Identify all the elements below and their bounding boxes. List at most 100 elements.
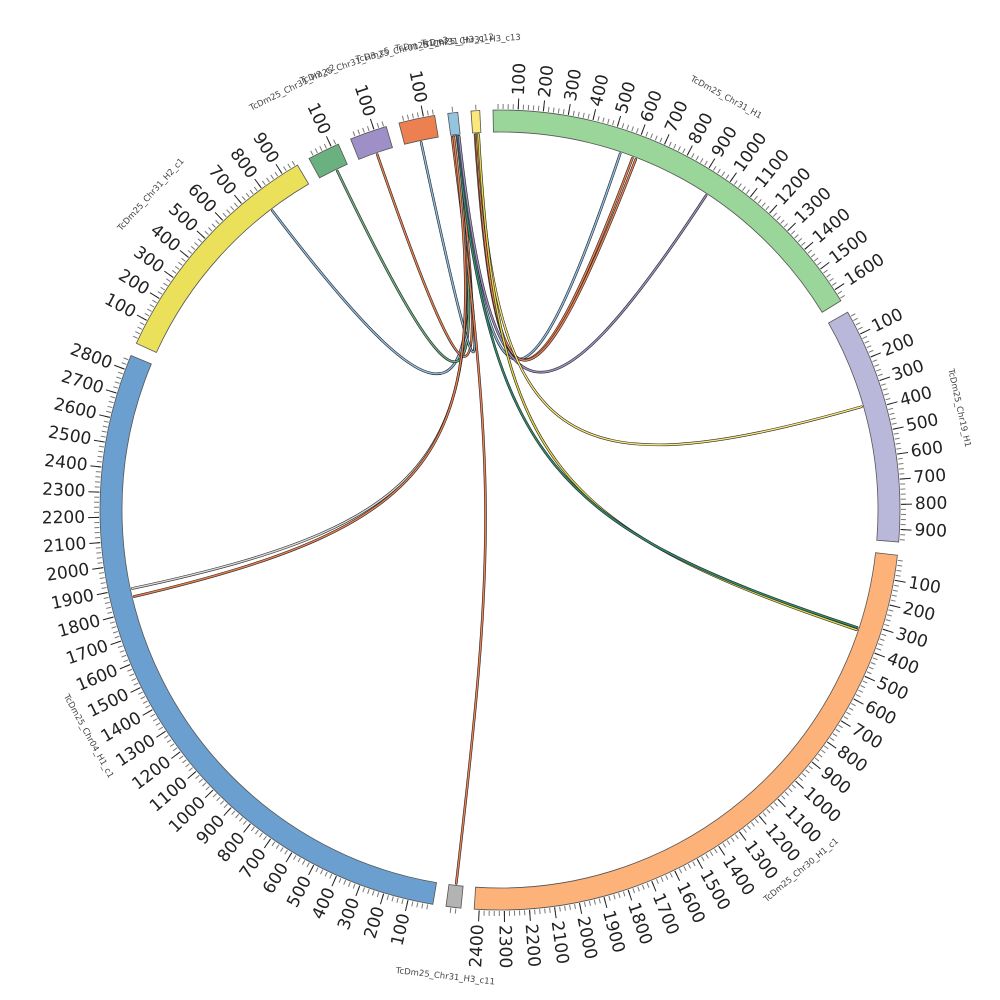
major-tick bbox=[651, 880, 657, 892]
minor-tick bbox=[208, 227, 213, 232]
major-tick bbox=[93, 439, 105, 443]
minor-tick bbox=[582, 112, 585, 118]
minor-tick bbox=[788, 788, 793, 793]
major-tick bbox=[886, 401, 898, 406]
minor-tick bbox=[885, 619, 891, 622]
minor-tick bbox=[831, 282, 837, 286]
minor-tick bbox=[323, 143, 327, 149]
major-tick bbox=[142, 709, 153, 716]
tick-label: 400 bbox=[308, 885, 340, 923]
minor-tick bbox=[695, 155, 699, 161]
tick-label: 100 bbox=[509, 63, 530, 96]
minor-tick bbox=[367, 126, 370, 132]
minor-tick bbox=[367, 888, 370, 894]
minor-tick bbox=[862, 335, 868, 339]
major-tick bbox=[529, 909, 531, 921]
minor-tick bbox=[650, 133, 653, 139]
minor-tick bbox=[431, 109, 434, 115]
minor-tick bbox=[668, 141, 672, 147]
major-tick bbox=[130, 687, 141, 693]
minor-tick bbox=[669, 872, 673, 878]
minor-tick bbox=[158, 726, 164, 731]
minor-tick bbox=[96, 460, 102, 463]
minor-tick bbox=[185, 763, 190, 768]
major-tick bbox=[674, 870, 681, 881]
minor-tick bbox=[280, 847, 284, 852]
minor-tick bbox=[376, 122, 380, 128]
minor-tick bbox=[129, 673, 135, 677]
minor-tick bbox=[659, 137, 663, 143]
tick-label: 300 bbox=[561, 67, 586, 102]
major-tick bbox=[325, 136, 332, 147]
segment-label: TcDm25_Chr31_H3_c13 bbox=[420, 33, 521, 49]
minor-tick bbox=[152, 299, 157, 304]
minor-tick bbox=[266, 177, 270, 183]
minor-tick bbox=[297, 857, 301, 863]
minor-tick bbox=[204, 230, 209, 236]
major-tick bbox=[243, 823, 251, 833]
minor-tick bbox=[814, 257, 819, 262]
minor-tick bbox=[598, 898, 601, 904]
segment-tcdm25-chr19-h1 bbox=[827, 311, 901, 543]
minor-tick bbox=[114, 381, 120, 384]
minor-tick bbox=[138, 691, 143, 695]
minor-tick bbox=[114, 635, 120, 639]
minor-tick bbox=[106, 410, 112, 413]
minor-tick bbox=[108, 400, 114, 404]
tick-label: 2100 bbox=[42, 534, 87, 557]
minor-tick bbox=[352, 131, 356, 137]
minor-tick bbox=[411, 113, 414, 119]
minor-tick bbox=[574, 903, 576, 910]
tick-label: 400 bbox=[587, 72, 614, 108]
major-tick bbox=[92, 567, 104, 570]
major-tick bbox=[708, 158, 716, 169]
minor-tick bbox=[547, 106, 550, 112]
minor-tick bbox=[770, 805, 775, 811]
minor-tick bbox=[557, 108, 560, 114]
tick-label: 100 bbox=[350, 82, 379, 119]
minor-tick bbox=[893, 584, 899, 587]
major-tick bbox=[640, 124, 646, 135]
link-ribbon bbox=[133, 136, 467, 598]
minor-tick bbox=[163, 735, 169, 739]
link-outline bbox=[336, 135, 471, 363]
minor-tick bbox=[135, 331, 141, 335]
minor-tick bbox=[401, 115, 405, 121]
major-tick bbox=[156, 730, 166, 738]
minor-tick bbox=[632, 888, 636, 894]
minor-tick bbox=[275, 844, 280, 850]
minor-tick bbox=[798, 776, 803, 782]
minor-tick bbox=[725, 174, 730, 180]
minor-tick bbox=[892, 589, 898, 592]
minor-tick bbox=[602, 117, 605, 123]
minor-tick bbox=[552, 107, 555, 113]
minor-tick bbox=[807, 249, 813, 254]
minor-tick bbox=[381, 121, 384, 127]
minor-tick bbox=[145, 704, 151, 709]
major-tick bbox=[758, 815, 767, 825]
minor-tick bbox=[866, 671, 872, 675]
minor-tick bbox=[301, 860, 306, 865]
minor-tick bbox=[705, 853, 709, 859]
major-tick bbox=[696, 858, 704, 870]
minor-tick bbox=[96, 552, 102, 554]
minor-tick bbox=[314, 148, 318, 154]
minor-tick bbox=[612, 120, 615, 126]
minor-tick bbox=[182, 759, 187, 764]
minor-tick bbox=[877, 643, 883, 646]
minor-tick bbox=[888, 407, 894, 411]
minor-tick bbox=[826, 273, 831, 278]
minor-tick bbox=[133, 682, 139, 686]
minor-tick bbox=[121, 654, 127, 658]
minor-tick bbox=[712, 166, 717, 171]
major-tick bbox=[404, 900, 409, 912]
major-tick bbox=[114, 364, 125, 370]
minor-tick bbox=[564, 905, 566, 911]
minor-tick bbox=[682, 148, 686, 154]
tick-label: 700 bbox=[913, 466, 947, 488]
major-tick bbox=[579, 902, 583, 914]
minor-tick bbox=[801, 241, 806, 246]
minor-tick bbox=[347, 881, 351, 887]
minor-tick bbox=[426, 110, 429, 116]
